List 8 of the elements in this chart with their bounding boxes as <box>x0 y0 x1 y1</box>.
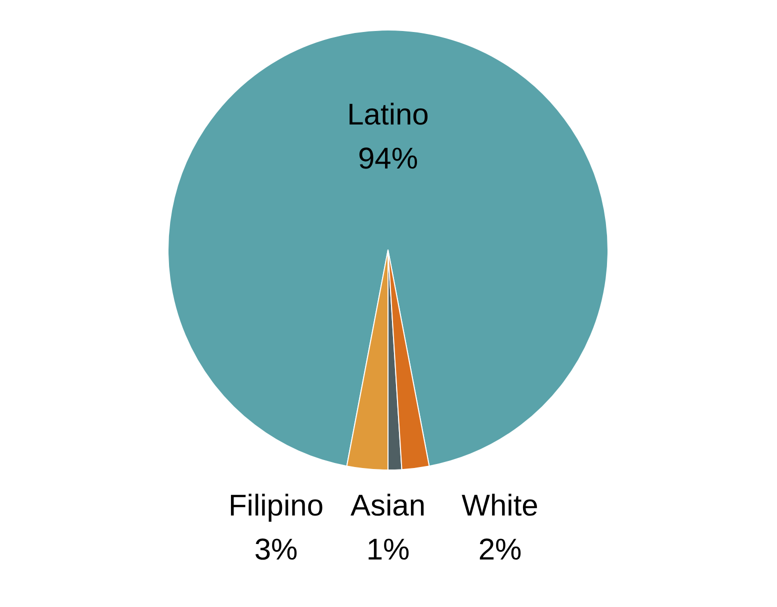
data-label: 2% <box>478 534 522 566</box>
data-label: 94% <box>358 142 418 176</box>
slice-label: Filipino <box>228 490 324 522</box>
slice-label: Asian <box>350 490 426 522</box>
slice-label: Latino <box>347 98 429 132</box>
slice-label: White <box>462 490 538 522</box>
data-label: 1% <box>366 534 410 566</box>
data-label: 3% <box>254 534 298 566</box>
